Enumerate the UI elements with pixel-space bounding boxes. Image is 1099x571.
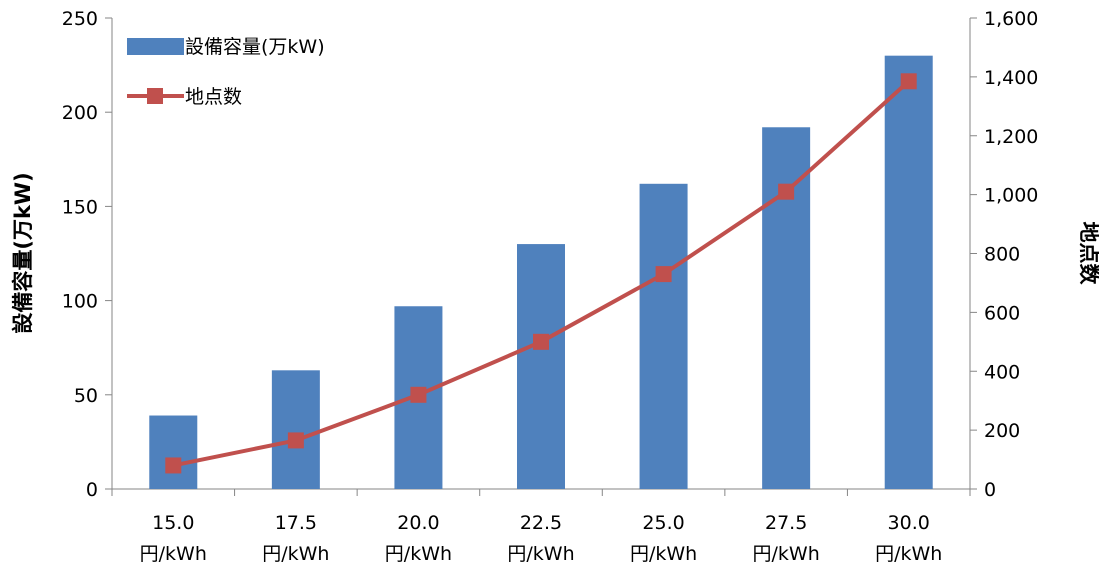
y-left-tick-label: 100 <box>62 291 98 313</box>
y-axis-right-title: 地点数 <box>1077 222 1099 286</box>
y-left-tick-label: 50 <box>74 385 98 407</box>
y-right-tick-label: 0 <box>984 479 996 501</box>
bar <box>639 183 688 490</box>
x-tick-label-unit: 円/kWh <box>875 543 942 565</box>
legend-bar-label: 設備容量(万kW) <box>185 36 325 58</box>
x-tick-label-unit: 円/kWh <box>753 543 820 565</box>
bar-series <box>149 55 933 490</box>
x-tick-label: 27.5 <box>765 512 807 534</box>
line-point <box>900 73 917 90</box>
legend-bar-swatch <box>127 38 184 55</box>
y-right-tick-label: 200 <box>984 420 1020 442</box>
x-tick-label: 20.0 <box>397 512 439 534</box>
x-tick-label-unit: 円/kWh <box>262 543 329 565</box>
legend-line-marker <box>147 88 163 104</box>
y-left-tick-label: 150 <box>62 196 98 218</box>
y-right-tick-label: 800 <box>984 244 1020 266</box>
x-tick-label: 25.0 <box>642 512 684 534</box>
tick-labels: 0 50 100 150 200 250 0 200 400 600 800 1,000 1,200 1,… <box>62 8 1039 565</box>
y-left-tick-label: 250 <box>62 8 98 30</box>
line-point <box>410 386 427 403</box>
x-tick-label-unit: 円/kWh <box>140 543 207 565</box>
x-tick-label: 22.5 <box>520 512 562 534</box>
y-right-tick-label: 1,400 <box>984 67 1038 89</box>
bar <box>271 370 320 489</box>
line-point <box>778 183 795 200</box>
y-right-tick-label: 1,000 <box>984 185 1038 207</box>
bar <box>149 415 198 489</box>
x-tick-label-unit: 円/kWh <box>385 543 452 565</box>
x-tick-label: 30.0 <box>888 512 930 534</box>
legend-line-label: 地点数 <box>185 86 242 108</box>
x-tick-label: 17.5 <box>275 512 317 534</box>
line-point <box>533 333 549 350</box>
line-point <box>165 457 182 474</box>
x-tick-label-unit: 円/kWh <box>630 543 697 565</box>
y-right-tick-label: 400 <box>984 361 1020 383</box>
bar <box>884 55 933 490</box>
y-right-tick-label: 1,200 <box>984 126 1038 148</box>
x-tick-label: 15.0 <box>152 512 194 534</box>
y-left-tick-label: 200 <box>62 102 98 124</box>
bar <box>517 244 565 489</box>
line-point <box>655 266 672 283</box>
y-right-tick-label: 600 <box>984 302 1020 324</box>
x-tick-label-unit: 円/kWh <box>507 543 574 565</box>
y-axis-left-title: 設備容量(万kW) <box>11 172 35 333</box>
y-right-tick-label: 1,600 <box>984 8 1038 30</box>
line-point <box>287 432 304 449</box>
y-left-tick-label: 0 <box>86 479 98 501</box>
line-series <box>165 73 917 474</box>
bar <box>762 127 811 489</box>
legend: 設備容量(万kW) 地点数 <box>127 36 325 108</box>
